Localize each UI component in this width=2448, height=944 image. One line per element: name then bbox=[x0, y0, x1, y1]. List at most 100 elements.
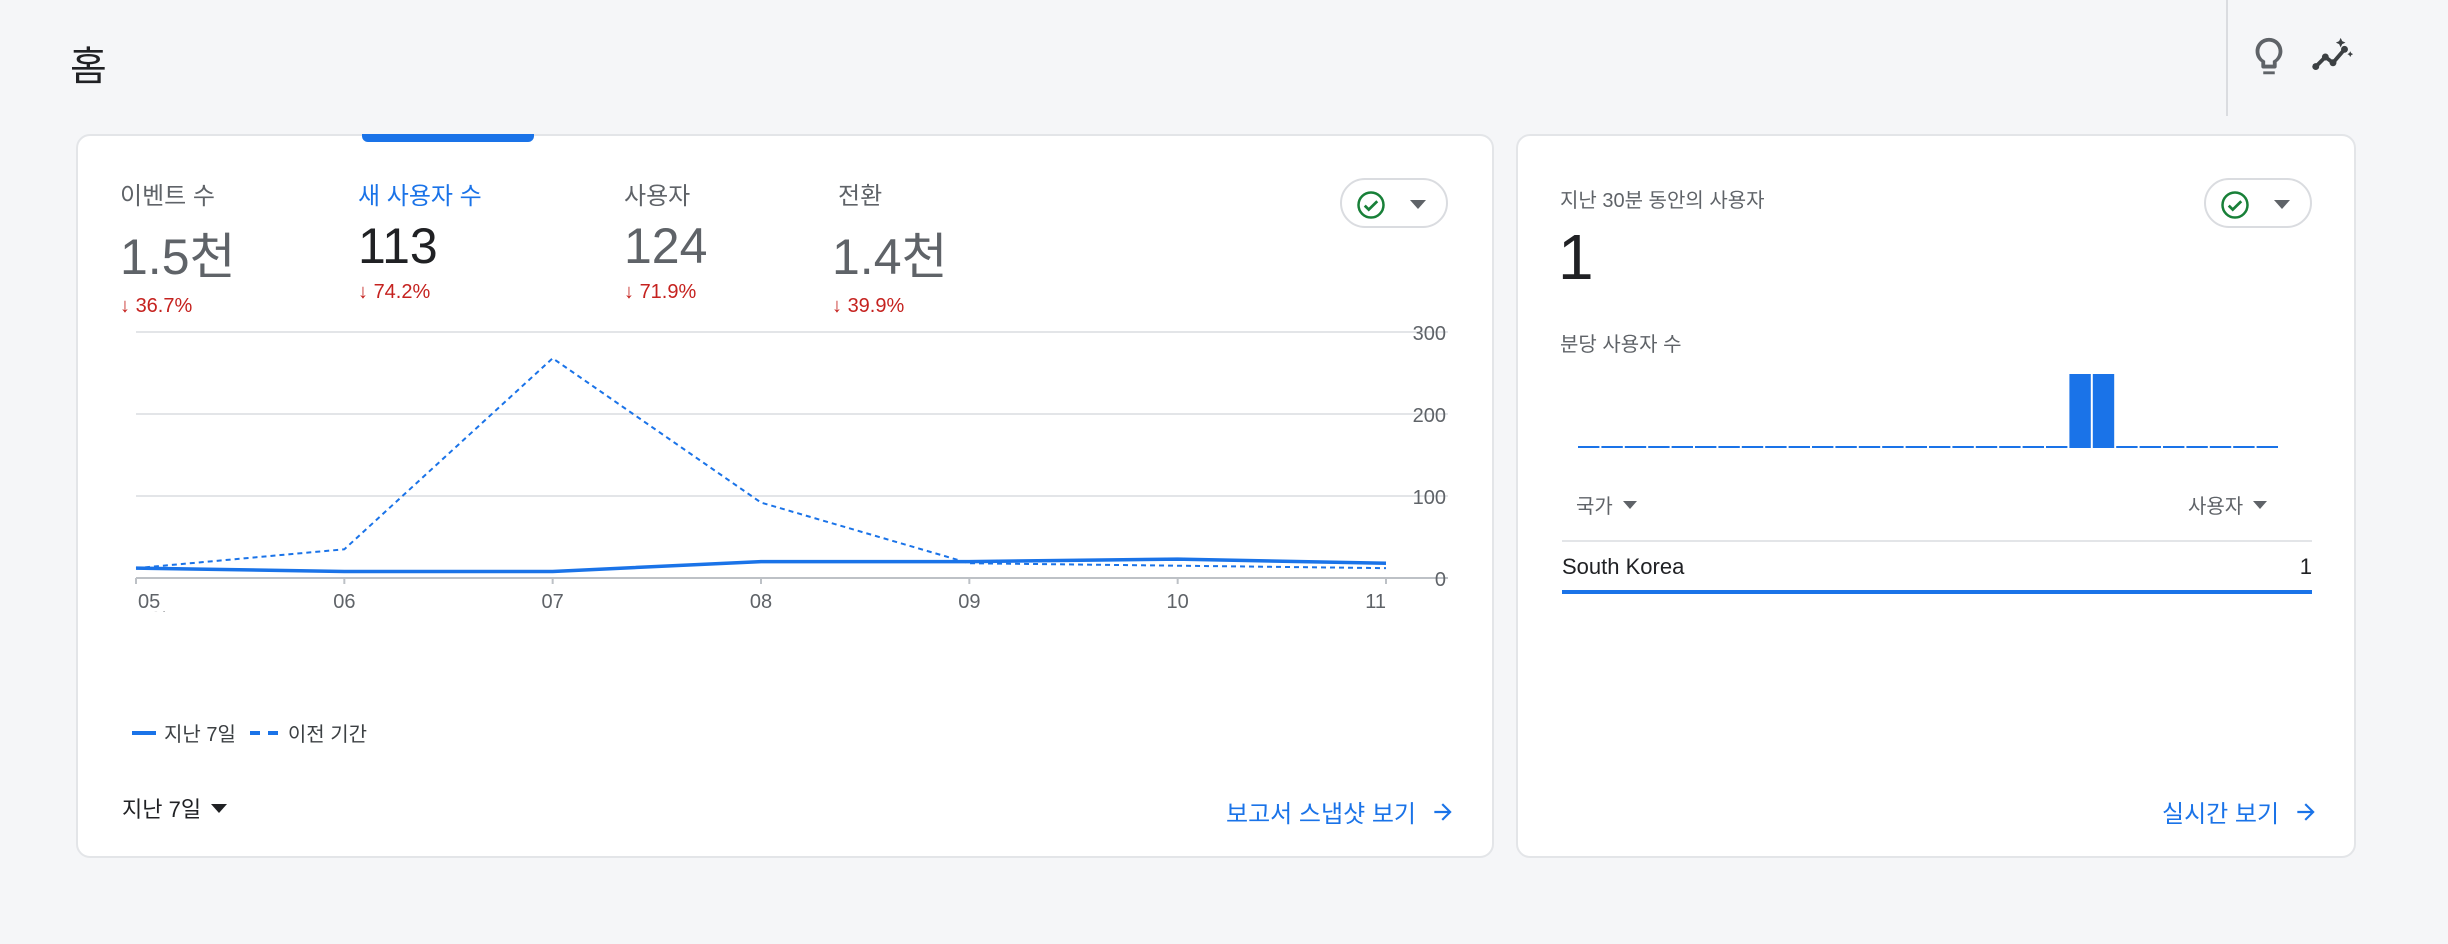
y-tick-label: 200 bbox=[1413, 405, 1446, 427]
minute-bar bbox=[1648, 446, 1670, 448]
caret-down-icon bbox=[2253, 500, 2268, 509]
header-divider bbox=[2226, 0, 2228, 116]
caret-down-icon bbox=[1622, 500, 1637, 509]
metric-label: 전환 bbox=[838, 183, 883, 210]
x-tick-label: 06 bbox=[333, 591, 355, 612]
x-tick-label: 11 bbox=[1365, 591, 1386, 612]
x-tick-label: 08 bbox=[750, 591, 772, 612]
y-tick-label: 0 bbox=[1435, 569, 1446, 591]
realtime-comparison-toggle[interactable] bbox=[2204, 178, 2312, 228]
check-circle-icon bbox=[2221, 191, 2249, 219]
minute-bar bbox=[1835, 446, 1857, 448]
minute-bar bbox=[2233, 446, 2255, 448]
minute-bar bbox=[1929, 446, 1951, 448]
metric-change: ↓ 39.9% bbox=[832, 295, 905, 317]
page-title: 홈 bbox=[70, 45, 107, 89]
metric-users[interactable]: 사용자 124 ↓ 71.9% bbox=[624, 176, 707, 304]
minute-bar bbox=[2092, 374, 2115, 448]
chart-legend: 지난 7일 이전 기간 bbox=[132, 718, 367, 747]
view-realtime-label: 실시간 보기 bbox=[2162, 801, 2280, 828]
metric-value: 124 bbox=[624, 218, 708, 274]
table-divider bbox=[1562, 540, 2312, 542]
caret-down-icon bbox=[211, 803, 228, 813]
check-circle-icon bbox=[1357, 191, 1385, 219]
line-chart: 300 200 100 0 05 06 07 08 09 10 11 9월 bbox=[135, 323, 1448, 612]
insights-icon[interactable] bbox=[2310, 34, 2356, 80]
realtime-value: 1 bbox=[1558, 221, 1594, 293]
x-tick-label: 05 bbox=[138, 591, 160, 612]
metric-event-count[interactable]: 이벤트 수 1.5천 ↓ 36.7% bbox=[120, 176, 236, 318]
minute-bar bbox=[1952, 446, 1974, 448]
overview-card: 이벤트 수 1.5천 ↓ 36.7% 새 사용자 수 113 ↓ 74.2% 사… bbox=[76, 134, 1494, 858]
column-header-users[interactable]: 사용자 bbox=[2188, 490, 2268, 519]
date-range-label: 지난 7일 bbox=[122, 797, 202, 822]
minute-bar bbox=[1858, 446, 1881, 448]
column-header-country[interactable]: 국가 bbox=[1576, 490, 1637, 519]
metric-change: ↓ 36.7% bbox=[120, 295, 193, 317]
minute-bar bbox=[1882, 446, 1904, 448]
x-tick-label: 10 bbox=[1167, 591, 1189, 612]
minute-bar bbox=[2022, 446, 2044, 448]
metric-change: ↓ 71.9% bbox=[624, 281, 697, 303]
metric-new-users[interactable]: 새 사용자 수 113 ↓ 74.2% bbox=[358, 176, 482, 304]
minute-bar bbox=[2186, 446, 2208, 448]
minute-bar bbox=[2139, 446, 2161, 448]
x-tick-label: 09 bbox=[958, 591, 980, 612]
metric-change: ↓ 74.2% bbox=[358, 281, 431, 303]
minute-bar bbox=[1578, 446, 1600, 448]
minute-bar bbox=[2163, 446, 2185, 448]
metric-label: 이벤트 수 bbox=[120, 183, 215, 210]
table-row-country: South Korea bbox=[1562, 554, 1685, 579]
x-sublabel: 9월 bbox=[138, 610, 168, 612]
comparison-toggle[interactable] bbox=[1340, 178, 1448, 228]
column-header-label: 국가 bbox=[1576, 496, 1613, 518]
minute-bar bbox=[1905, 446, 1927, 448]
y-tick-label: 300 bbox=[1413, 323, 1446, 345]
series-line-current bbox=[135, 557, 1387, 574]
realtime-card: 지난 30분 동안의 사용자 1 분당 사용자 수 국가 사용자 South K… bbox=[1516, 134, 2356, 858]
y-tick-label: 100 bbox=[1413, 487, 1446, 509]
legend-label: 이전 기간 bbox=[287, 724, 368, 746]
chevron-down-icon bbox=[2274, 200, 2290, 209]
view-realtime-link[interactable]: 실시간 보기 bbox=[2162, 794, 2319, 829]
minute-bar bbox=[1718, 446, 1740, 448]
metric-label: 사용자 bbox=[624, 183, 691, 210]
minute-bar bbox=[1695, 446, 1717, 448]
minute-bar bbox=[1671, 446, 1693, 448]
minute-bar bbox=[2256, 446, 2278, 448]
arrow-right-icon bbox=[1434, 802, 1452, 821]
chevron-down-icon bbox=[1410, 200, 1426, 209]
minute-bar-chart bbox=[1578, 374, 2278, 448]
minute-bar bbox=[1765, 446, 1787, 448]
lightbulb-icon[interactable] bbox=[2246, 34, 2292, 80]
minute-bar bbox=[2046, 446, 2068, 448]
minute-bar bbox=[1788, 446, 1810, 448]
series-line-previous bbox=[135, 356, 1387, 570]
minute-bar bbox=[2209, 446, 2232, 448]
minute-bar bbox=[1624, 446, 1647, 448]
column-header-label: 사용자 bbox=[2188, 496, 2244, 518]
metric-value: 113 bbox=[358, 218, 438, 274]
minute-bar bbox=[1975, 446, 1998, 448]
x-tick-label: 07 bbox=[542, 591, 564, 612]
arrow-right-icon bbox=[2297, 802, 2315, 821]
minute-bar bbox=[1999, 446, 2021, 448]
view-snapshot-link[interactable]: 보고서 스냅샷 보기 bbox=[1226, 794, 1456, 829]
legend-swatch-solid bbox=[132, 730, 156, 735]
minute-bar bbox=[1601, 446, 1623, 448]
minute-bar bbox=[1812, 446, 1834, 448]
metric-value: 1.4천 bbox=[832, 229, 948, 285]
metric-value: 1.5천 bbox=[120, 229, 236, 285]
minute-bar bbox=[2069, 374, 2091, 448]
legend-swatch-dashed bbox=[249, 730, 280, 735]
minute-bar bbox=[1741, 446, 1764, 448]
active-tab-indicator bbox=[362, 134, 534, 142]
metric-label: 새 사용자 수 bbox=[358, 183, 482, 210]
minute-bar bbox=[2116, 446, 2138, 448]
table-row-share-bar bbox=[1562, 590, 2312, 594]
metric-conversions[interactable]: 전환 1.4천 ↓ 39.9% bbox=[832, 176, 948, 318]
date-range-select[interactable]: 지난 7일 bbox=[122, 792, 228, 824]
realtime-title: 지난 30분 동안의 사용자 bbox=[1560, 190, 1765, 212]
table-row-value: 1 bbox=[2299, 554, 2312, 579]
realtime-subtitle: 분당 사용자 수 bbox=[1560, 334, 1682, 356]
